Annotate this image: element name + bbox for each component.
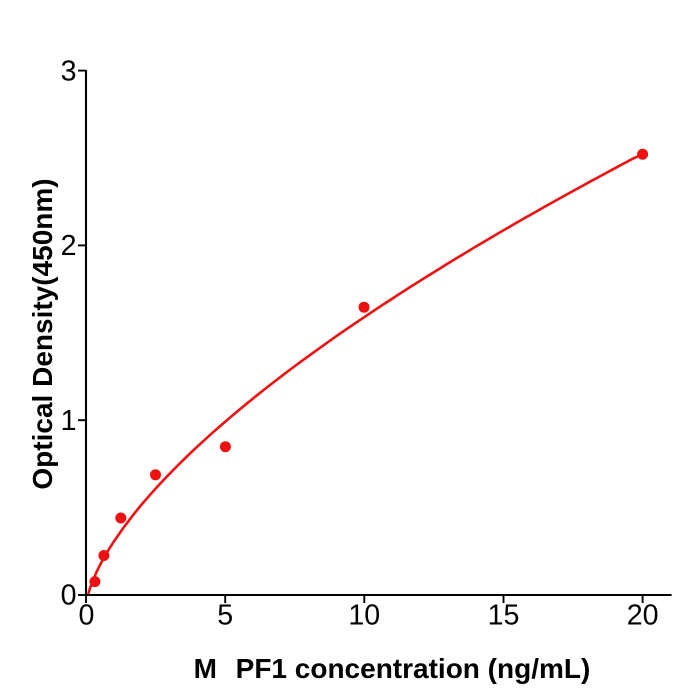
svg-text:10: 10 [348,600,380,632]
svg-text:1: 1 [61,405,77,437]
svg-text:0: 0 [61,580,77,612]
svg-text:5: 5 [217,600,233,632]
svg-text:2: 2 [61,230,77,262]
svg-text:M PF1 concentration (ng/mL): M PF1 concentration (ng/mL) [194,653,591,684]
svg-text:0: 0 [79,600,95,632]
svg-text:Optical Density(450nm): Optical Density(450nm) [27,178,58,489]
svg-text:20: 20 [627,600,659,632]
svg-text:15: 15 [488,600,520,632]
svg-text:3: 3 [61,55,77,87]
